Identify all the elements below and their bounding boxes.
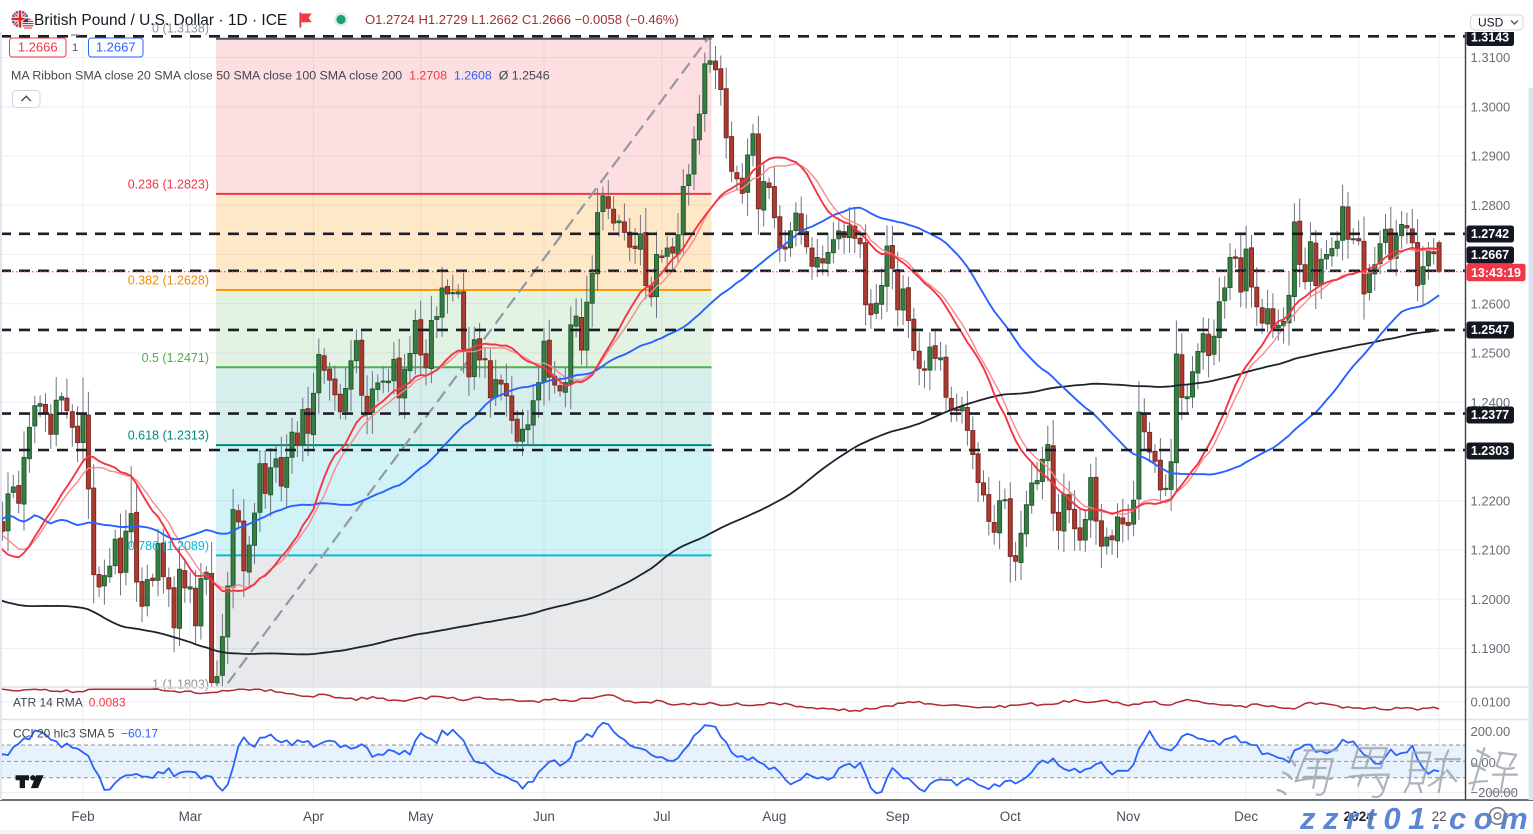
svg-text:2024: 2024 (1344, 809, 1375, 824)
svg-text:1: 1 (72, 42, 78, 54)
svg-text:O1.2724 H1.2729 L1.2662 C1.266: O1.2724 H1.2729 L1.2662 C1.2666 −0.0058 … (365, 12, 679, 27)
svg-text:ATR 14 RMA 0.0083: ATR 14 RMA 0.0083 (13, 696, 126, 710)
svg-text:1.3000: 1.3000 (1471, 99, 1511, 114)
svg-text:1.3143: 1.3143 (1471, 31, 1509, 45)
svg-text:1.2400: 1.2400 (1471, 395, 1511, 410)
svg-text:1.2000: 1.2000 (1471, 592, 1511, 607)
svg-text:0.0100: 0.0100 (1471, 695, 1511, 710)
svg-text:1.2200: 1.2200 (1471, 493, 1511, 508)
svg-text:0 (1.3138): 0 (1.3138) (152, 22, 209, 36)
svg-text:1.2667: 1.2667 (1471, 248, 1509, 262)
svg-text:1.2667: 1.2667 (96, 40, 136, 55)
svg-text:1.1900: 1.1900 (1471, 641, 1511, 656)
svg-text:0.618 (1.2313): 0.618 (1.2313) (128, 429, 209, 443)
svg-text:Feb: Feb (71, 809, 94, 824)
svg-text:Aug: Aug (762, 809, 786, 824)
svg-text:CCI 20 hlc3 SMA 5 −60.17: CCI 20 hlc3 SMA 5 −60.17 (13, 727, 158, 741)
svg-text:Dec: Dec (1234, 809, 1258, 824)
svg-text:Oct: Oct (1000, 809, 1021, 824)
svg-text:0.00: 0.00 (1471, 755, 1496, 770)
svg-text:1.2500: 1.2500 (1471, 346, 1511, 361)
svg-text:200.00: 200.00 (1471, 724, 1511, 739)
svg-text:May: May (408, 809, 434, 824)
svg-text:1.2900: 1.2900 (1471, 149, 1511, 164)
svg-text:MA Ribbon SMA close 20 SMA clo: MA Ribbon SMA close 20 SMA close 50 SMA … (11, 69, 550, 83)
svg-text:Apr: Apr (303, 809, 325, 824)
svg-text:1.2303: 1.2303 (1471, 444, 1509, 458)
svg-text:0.382 (1.2628): 0.382 (1.2628) (128, 274, 209, 288)
svg-text:1 (1.1803): 1 (1.1803) (152, 678, 209, 692)
svg-text:22: 22 (1432, 809, 1447, 824)
svg-text:1.2800: 1.2800 (1471, 198, 1511, 213)
svg-text:1.2100: 1.2100 (1471, 543, 1511, 558)
svg-text:Mar: Mar (179, 809, 203, 824)
svg-text:1.3100: 1.3100 (1471, 50, 1511, 65)
svg-text:1.2742: 1.2742 (1471, 227, 1509, 241)
svg-text:USD: USD (1478, 16, 1504, 30)
svg-text:Jul: Jul (653, 809, 670, 824)
svg-text:British Pound / U.S. Dollar ·: British Pound / U.S. Dollar · 1D · ICE (34, 12, 287, 29)
svg-text:13:43:19: 13:43:19 (1471, 266, 1521, 280)
svg-text:1.2666: 1.2666 (18, 40, 58, 55)
svg-text:Jun: Jun (533, 809, 555, 824)
svg-text:0.786 (1.2089): 0.786 (1.2089) (128, 539, 209, 553)
svg-text:1.2547: 1.2547 (1471, 323, 1509, 337)
svg-text:Nov: Nov (1116, 809, 1140, 824)
svg-text:1.2600: 1.2600 (1471, 296, 1511, 311)
svg-text:1.2377: 1.2377 (1471, 408, 1509, 422)
svg-text:0.236 (1.2823): 0.236 (1.2823) (128, 177, 209, 191)
svg-text:0.5 (1.2471): 0.5 (1.2471) (142, 351, 209, 365)
svg-text:zzrt01.com: zzrt01.com (1299, 801, 1533, 834)
svg-text:Sep: Sep (886, 809, 910, 824)
